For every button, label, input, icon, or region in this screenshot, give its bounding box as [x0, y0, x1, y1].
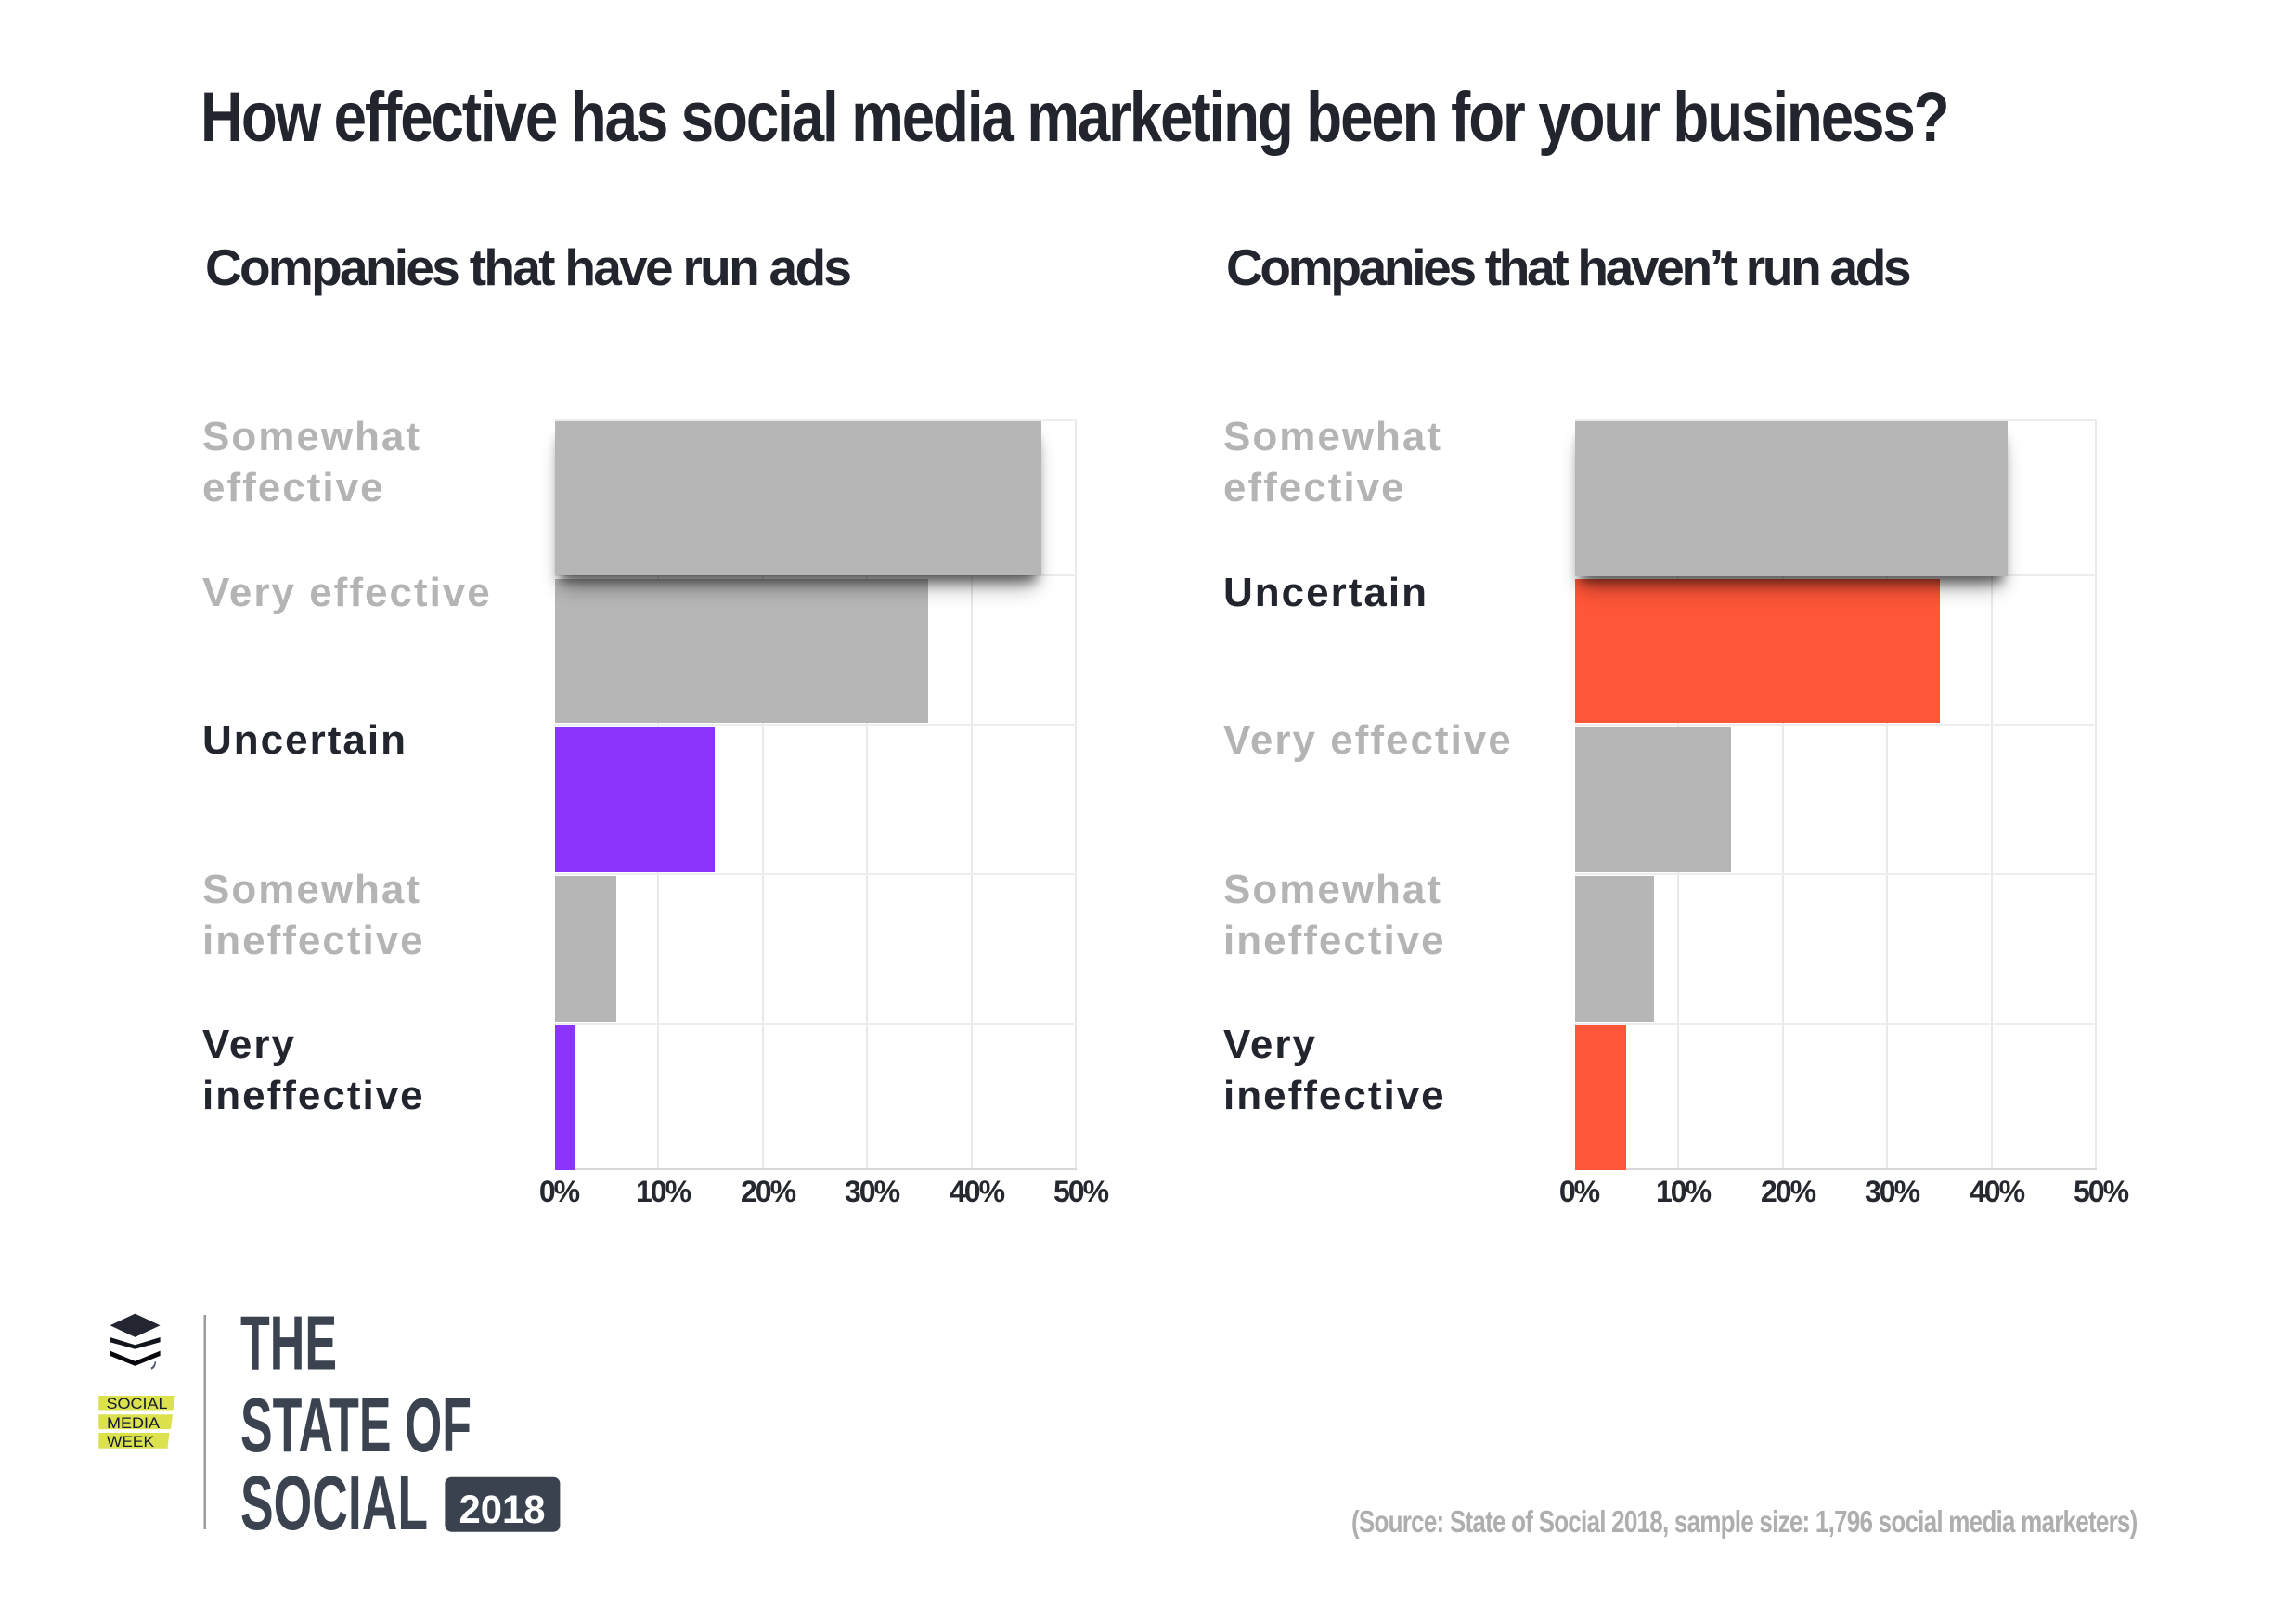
svg-text:SOCIAL: SOCIAL — [107, 1396, 168, 1412]
svg-text:SOCIAL: SOCIAL — [240, 1460, 428, 1546]
svg-text:2018: 2018 — [459, 1488, 546, 1532]
svg-text:STATE OF: STATE OF — [240, 1382, 472, 1468]
svg-text:THE: THE — [240, 1300, 337, 1386]
svg-text:WEEK: WEEK — [107, 1434, 154, 1450]
svg-text:MEDIA: MEDIA — [107, 1415, 160, 1432]
